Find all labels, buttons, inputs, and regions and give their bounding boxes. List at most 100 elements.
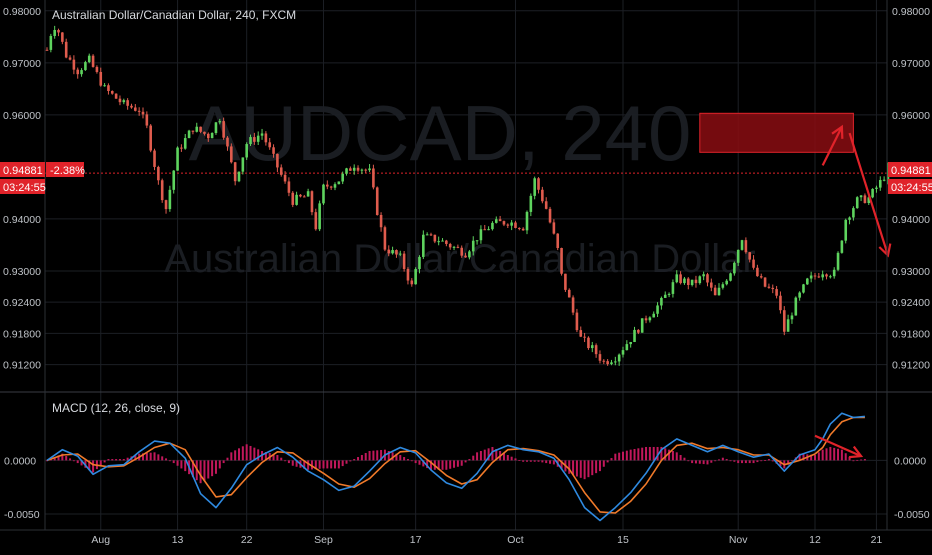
histogram-bar xyxy=(180,460,183,469)
macd-histogram xyxy=(46,444,866,484)
candle-body xyxy=(233,162,237,182)
histogram-bar xyxy=(222,460,225,464)
candle-body xyxy=(721,284,725,288)
candle-body xyxy=(671,282,675,294)
candle-body xyxy=(153,150,156,167)
candle-body xyxy=(494,219,498,223)
candle-body xyxy=(537,178,540,190)
candle-body xyxy=(364,169,368,171)
right-y-tick-label: 0.92400 xyxy=(892,297,930,309)
x-tick-label: 13 xyxy=(172,534,184,546)
histogram-bar xyxy=(410,460,413,462)
histogram-bar xyxy=(284,460,287,462)
candle-body xyxy=(759,276,763,278)
histogram-bar xyxy=(149,452,152,461)
histogram-bar xyxy=(245,444,248,461)
candle-body xyxy=(410,280,414,285)
histogram-bar xyxy=(752,460,755,464)
candle-body xyxy=(740,240,744,250)
right-y-tick-label: 0.93000 xyxy=(892,266,930,278)
histogram-bar xyxy=(541,460,544,463)
watermark-symbol: AUDCAD, 240 xyxy=(189,89,692,177)
histogram-bar xyxy=(860,459,863,461)
histogram-bar xyxy=(575,460,578,477)
candle-body xyxy=(806,278,809,285)
histogram-bar xyxy=(764,460,767,461)
candle-body xyxy=(736,249,740,263)
histogram-bar xyxy=(88,460,91,471)
change-label: -2.38% xyxy=(50,165,85,177)
histogram-bar xyxy=(322,460,325,469)
histogram-bar xyxy=(629,449,632,461)
candle-body xyxy=(306,191,310,197)
histogram-bar xyxy=(72,460,75,462)
candle-body xyxy=(383,227,387,250)
right-macd-tick-label: 0.0000 xyxy=(894,455,926,467)
histogram-bar xyxy=(92,460,95,473)
candle-body xyxy=(660,297,663,306)
candle-body xyxy=(141,111,145,115)
candle-body xyxy=(126,100,129,106)
histogram-bar xyxy=(472,455,475,461)
histogram-bar xyxy=(518,460,521,461)
candle-body xyxy=(629,342,632,345)
candle-body xyxy=(210,133,214,139)
candle-body xyxy=(848,217,851,220)
arrow-up-head xyxy=(831,124,844,139)
candle-series xyxy=(45,25,890,366)
candle-body xyxy=(832,269,836,277)
candle-body xyxy=(836,252,840,270)
candle-body xyxy=(276,153,279,168)
histogram-bar xyxy=(844,453,847,461)
histogram-bar xyxy=(345,460,348,464)
histogram-bar xyxy=(476,452,479,461)
candle-body xyxy=(53,29,56,36)
histogram-bar xyxy=(814,455,816,461)
x-tick-label: Oct xyxy=(507,534,523,546)
candle-body xyxy=(790,315,794,320)
histogram-bar xyxy=(737,460,740,464)
candle-body xyxy=(272,147,275,154)
left-y-tick-label: 0.93000 xyxy=(3,266,41,278)
candle-body xyxy=(506,224,510,226)
candle-body xyxy=(786,319,790,332)
candle-body xyxy=(414,269,417,285)
right-countdown-label: 03:24:55 xyxy=(891,182,932,194)
histogram-bar xyxy=(172,460,175,464)
candle-body xyxy=(375,187,379,215)
candle-body xyxy=(160,180,164,201)
candle-body xyxy=(583,336,586,338)
candle-body xyxy=(337,181,341,185)
candle-body xyxy=(863,195,867,204)
candle-body xyxy=(575,312,579,331)
candle-body xyxy=(502,221,506,225)
histogram-bar xyxy=(549,460,552,464)
histogram-bar xyxy=(614,453,617,461)
left-y-tick-label: 0.91800 xyxy=(3,328,41,340)
left-price-label: 0.94881 xyxy=(3,165,43,177)
histogram-bar xyxy=(652,446,655,461)
candle-body xyxy=(702,274,705,277)
histogram-bar xyxy=(326,460,329,469)
histogram-bar xyxy=(552,460,555,465)
arrow-up-shaft xyxy=(821,126,843,166)
histogram-bar xyxy=(683,457,686,461)
histogram-bar xyxy=(203,460,206,481)
histogram-bar xyxy=(157,454,160,461)
candle-body xyxy=(652,313,656,318)
candle-body xyxy=(260,133,264,136)
histogram-bar xyxy=(691,460,694,464)
histogram-bar xyxy=(107,459,110,461)
histogram-bar xyxy=(226,457,229,461)
histogram-bar xyxy=(510,456,513,461)
histogram-bar xyxy=(572,460,575,476)
candle-body xyxy=(625,344,629,351)
histogram-bar xyxy=(453,460,456,468)
candle-body xyxy=(425,234,429,236)
histogram-bar xyxy=(103,460,106,463)
candle-body xyxy=(813,275,817,277)
histogram-bar xyxy=(506,455,509,461)
candle-body xyxy=(510,222,513,226)
